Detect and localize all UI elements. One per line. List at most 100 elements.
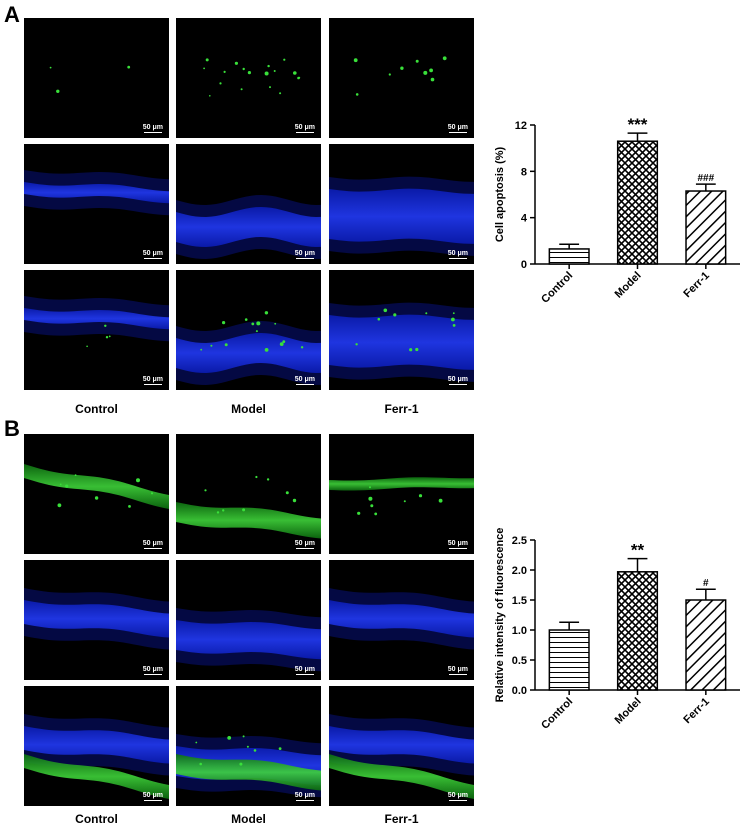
y-tick-label: 0.5 <box>512 655 527 667</box>
scale-bar-label: 50 μm <box>294 539 315 547</box>
micrograph-b-r3-c1: 50 μm <box>24 686 169 806</box>
micrograph-a-r1-c2: 50 μm <box>176 18 321 138</box>
scale-bar-label: 50 μm <box>142 539 163 547</box>
scale-bar-label: 50 μm <box>447 123 468 131</box>
panel-letter-b: B <box>4 416 20 441</box>
column-label-control-b: Control <box>75 812 118 826</box>
scale-bar: 50 μm <box>142 539 163 549</box>
scale-bar: 50 μm <box>142 791 163 801</box>
scale-bar-line <box>448 673 467 675</box>
significance-label: *** <box>628 115 648 134</box>
micrograph-a-r3-c2: 50 μm <box>176 270 321 390</box>
bar-control <box>548 629 590 691</box>
micrograph-a-r2-c1: 50 μm <box>24 144 169 264</box>
column-label-model-b: Model <box>231 812 266 826</box>
column-label-model-a: Model <box>231 402 266 416</box>
scale-bar-label: 50 μm <box>447 375 468 383</box>
scale-bar: 50 μm <box>142 249 163 259</box>
scale-bar: 50 μm <box>447 123 468 133</box>
scale-bar-label: 50 μm <box>142 123 163 131</box>
micrograph-a-r2-c3: 50 μm <box>329 144 474 264</box>
significance-label: ** <box>631 541 645 560</box>
x-tick-label: Model <box>613 696 644 727</box>
scale-bar-label: 50 μm <box>294 791 315 799</box>
y-tick-label: 2.0 <box>512 565 527 577</box>
scale-bar: 50 μm <box>294 665 315 675</box>
x-tick-label: Control <box>539 696 575 732</box>
micrograph-a-r1-c3: 50 μm <box>329 18 474 138</box>
scale-bar-line <box>295 673 314 675</box>
scale-bar-line <box>448 257 467 259</box>
column-label-control-a: Control <box>75 402 118 416</box>
scale-bar-line <box>295 547 314 549</box>
scale-bar: 50 μm <box>447 665 468 675</box>
x-tick-label: Ferr-1 <box>681 270 712 301</box>
y-tick-label: 12 <box>515 120 527 132</box>
micrograph-b-r2-c2: 50 μm <box>176 560 321 680</box>
scale-bar-label: 50 μm <box>447 249 468 257</box>
y-tick-label: 4 <box>521 213 528 225</box>
significance-label: ### <box>697 173 714 184</box>
micrograph-b-r1-c3: 50 μm <box>329 434 474 554</box>
scale-bar-label: 50 μm <box>142 665 163 673</box>
micrograph-b-r1-c1: 50 μm <box>24 434 169 554</box>
bar-model <box>616 140 659 265</box>
scale-bar: 50 μm <box>295 250 315 259</box>
scale-bar-label: 50 μm <box>447 665 468 673</box>
micrograph-b-r2-c1: 50 μm <box>24 560 169 680</box>
scale-bar-line <box>143 673 162 675</box>
x-tick-label: Ferr-1 <box>681 696 712 727</box>
x-tick-label: Control <box>539 270 575 306</box>
scale-bar: 50 μm <box>294 791 315 801</box>
scale-bar-line <box>143 547 162 549</box>
scale-bar: 50 μm <box>294 375 315 385</box>
scale-bar: 50 μm <box>142 123 163 133</box>
scale-bar: 50 μm <box>448 792 468 801</box>
scale-bar-line <box>295 131 314 133</box>
scale-bar: 50 μm <box>447 539 468 549</box>
bar-ferr-1 <box>685 599 727 691</box>
bar-ferr-1 <box>685 190 727 265</box>
scale-bar-label: 50 μm <box>294 665 315 673</box>
column-label-ferr1-b: Ferr-1 <box>384 812 419 826</box>
y-tick-label: 2.5 <box>512 535 527 547</box>
scale-bar-line <box>448 799 467 801</box>
scale-bar-line <box>143 257 162 259</box>
panel-letter-a: A <box>4 2 20 27</box>
scale-bar-line <box>295 799 314 801</box>
micrograph-b-r3-c2: 50 μm <box>176 686 321 806</box>
cell-apoptosis-chart: 0 4 8 12 Cell apoptosis (%) Control *** Model ##… <box>494 115 740 306</box>
scale-bar-label: 50 μm <box>142 375 163 383</box>
scale-bar-line <box>143 131 162 133</box>
bar-control <box>548 248 590 265</box>
scale-bar: 50 μm <box>294 539 315 549</box>
scale-bar-line <box>295 257 314 259</box>
scale-bar-label: 50 μm <box>142 249 163 257</box>
bar-model <box>616 571 659 691</box>
scale-bar-label: 50 μm <box>294 375 315 383</box>
y-tick-label: 0 <box>521 259 527 271</box>
y-tick-label: 1.5 <box>512 595 527 607</box>
micrograph-b-r1-c2: 50 μm <box>176 434 321 554</box>
y-tick-label: 8 <box>521 166 527 178</box>
micrograph-a-r1-c1: 50 μm <box>24 18 169 138</box>
scale-bar-label: 50 μm <box>142 791 163 799</box>
scale-bar-line <box>143 383 162 385</box>
micrograph-b-r2-c3: 50 μm <box>329 560 474 680</box>
scale-bar: 50 μm <box>447 375 468 385</box>
scale-bar-line <box>143 799 162 801</box>
scale-bar: 50 μm <box>142 665 163 675</box>
micrograph-a-r2-c2: 50 μm <box>176 144 321 264</box>
y-axis-label: Relative intensity of fluorescence <box>494 528 506 703</box>
micrograph-b-r3-c3: 50 μm <box>329 686 474 806</box>
scale-bar-line <box>448 131 467 133</box>
scale-bar: 50 μm <box>142 375 163 385</box>
scale-bar-line <box>448 383 467 385</box>
scale-bar-label: 50 μm <box>447 539 468 547</box>
x-tick-label: Model <box>613 270 644 301</box>
scale-bar: 50 μm <box>447 249 468 259</box>
scale-bar: 50 μm <box>295 124 315 133</box>
significance-label: # <box>703 578 709 589</box>
scale-bar-line <box>448 547 467 549</box>
fluorescence-intensity-chart: 0.0 0.5 1.0 1.5 2.0 2.5 Relative intensity of … <box>494 528 740 732</box>
